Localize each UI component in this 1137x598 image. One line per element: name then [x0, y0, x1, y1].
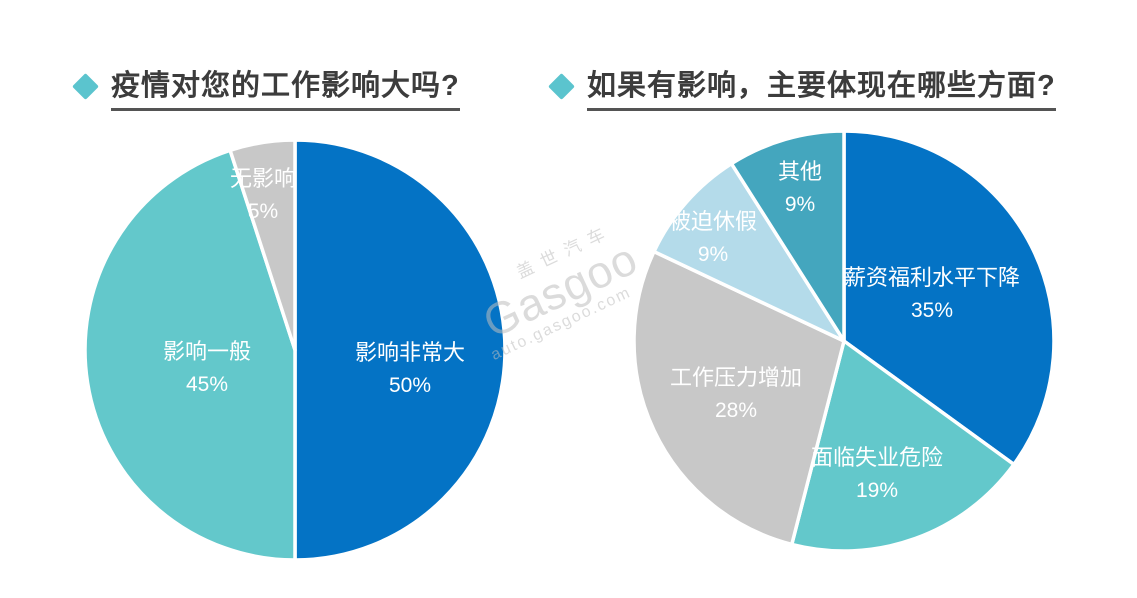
slice-label-1: 面临失业危险 19% [811, 445, 943, 502]
pie-slice-1 [83, 148, 297, 562]
pie-slice-2 [632, 249, 846, 547]
diamond-bullet-icon [72, 73, 99, 100]
slice-label-3: 被迫休假 9% [669, 209, 757, 266]
pie-slice-0 [293, 138, 507, 562]
pie-slice-0 [842, 129, 1056, 467]
diamond-bullet-icon [548, 73, 575, 100]
pie-slice-4 [729, 129, 846, 343]
left-chart-title: 疫情对您的工作影响大吗? [72, 62, 460, 111]
slice-label-1: 影响一般 45% [163, 339, 251, 396]
pie-slice-2 [228, 138, 297, 352]
pie-chart-impact-aspects: 薪资福利水平下降 35% 面临失业危险 19%工作压力增加 28% 被迫休假 9% 其他 9% [632, 129, 1056, 553]
pie-chart-impact-size: 影响非常大 50% 影响一般 45% 无影响 5% [83, 138, 507, 562]
right-chart-title: 如果有影响，主要体现在哪些方面? [548, 62, 1056, 111]
slice-label-4: 其他 9% [778, 159, 822, 216]
slice-label-0: 影响非常大 50% [355, 340, 465, 397]
slice-label-2: 工作压力增加 28% [670, 365, 802, 422]
left-chart-title-text: 疫情对您的工作影响大吗? [111, 62, 460, 111]
slice-label-0: 薪资福利水平下降 35% [844, 265, 1020, 322]
slice-label-2: 无影响 5% [230, 166, 296, 223]
pie-slice-1 [790, 339, 1016, 553]
pie-slice-3 [652, 161, 846, 343]
right-chart-title-text: 如果有影响，主要体现在哪些方面? [587, 62, 1056, 111]
